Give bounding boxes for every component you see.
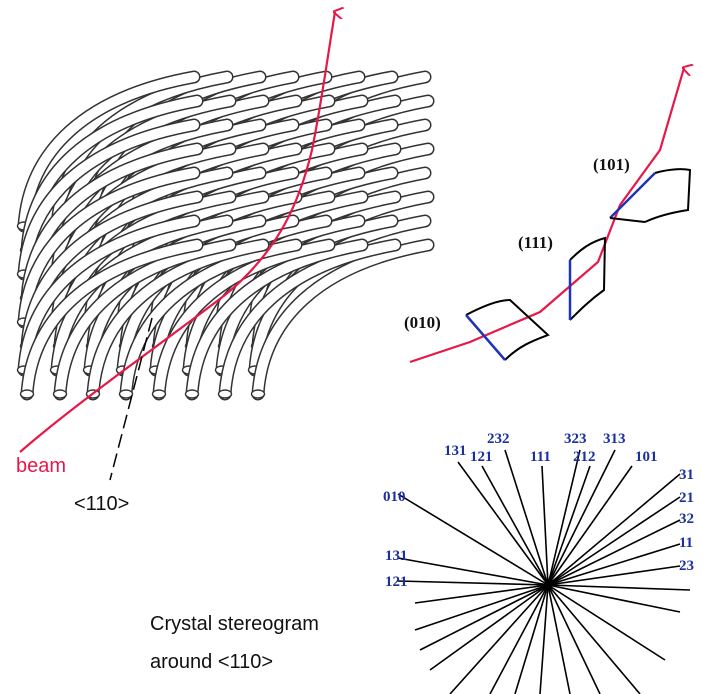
stereo-line	[547, 584, 601, 694]
stereo-label: 010	[383, 489, 406, 505]
stereo-label: 232	[487, 431, 510, 447]
stereo-label: 323	[564, 431, 587, 447]
tube-body	[19, 168, 199, 327]
caption: Crystal stereogram	[150, 613, 319, 635]
tube-body	[88, 240, 268, 399]
stereo-line	[547, 496, 681, 586]
stereo-line	[547, 519, 681, 586]
stereo-line	[547, 584, 691, 591]
stereo-line	[504, 449, 549, 586]
tube-body	[22, 240, 202, 399]
stereo-line	[514, 584, 549, 694]
stereo-line	[547, 465, 633, 586]
plane-diagram	[409, 68, 690, 364]
plane-label: (010)	[404, 313, 441, 332]
stereo-label: 101	[635, 449, 658, 465]
stereo-line	[547, 584, 571, 694]
stereo-line	[547, 584, 681, 613]
tube-body	[19, 120, 199, 279]
stereo-label: 21	[679, 490, 694, 506]
stereo-line	[547, 584, 666, 661]
tube-body	[55, 240, 235, 399]
stereo-line	[489, 584, 549, 694]
stereo-line	[541, 465, 549, 586]
tube-body	[19, 216, 199, 375]
stereo-label: 131	[444, 443, 467, 459]
beam-path	[19, 12, 335, 453]
tube-end	[118, 389, 134, 399]
tube-end	[217, 389, 233, 399]
stereo-line	[547, 584, 641, 694]
tube-end	[19, 389, 35, 399]
stereo-line	[457, 461, 549, 586]
crystal-tubes	[16, 70, 435, 401]
tube-body	[19, 72, 199, 231]
beam-label: beam	[16, 455, 66, 477]
stereo-label: 121	[470, 449, 493, 465]
tube-end	[250, 389, 266, 399]
stereo-line	[419, 584, 549, 651]
stereo-label: 313	[603, 431, 626, 447]
stereogram-lines	[397, 449, 691, 694]
stereo-label: 23	[679, 558, 694, 574]
stereo-line	[429, 584, 549, 671]
stereo-line	[547, 449, 581, 586]
stereo-line	[481, 465, 549, 586]
plane-label: (111)	[518, 233, 553, 252]
stereo-label: 121	[385, 574, 408, 590]
stereo-line	[547, 565, 681, 586]
plane-label: (101)	[593, 155, 630, 174]
stereo-label: 131	[385, 548, 408, 564]
stereo-label: 32	[679, 511, 694, 527]
stereo-label: 111	[530, 449, 551, 465]
caption: around <110>	[150, 651, 273, 673]
stereo-line	[397, 493, 549, 586]
stereo-line	[414, 584, 549, 631]
stereo-label: 11	[679, 535, 693, 551]
tube-body	[154, 240, 334, 399]
tube-body	[220, 240, 400, 399]
stereo-line	[449, 584, 549, 694]
stereo-line	[547, 543, 681, 586]
stereo-line	[547, 473, 681, 586]
axis-label: <110>	[74, 493, 129, 515]
tube-end	[151, 389, 167, 399]
stereo-line	[397, 580, 549, 586]
tube-end	[184, 389, 200, 399]
axis-pointer	[109, 317, 153, 481]
stereo-line	[414, 584, 549, 604]
stereo-line	[397, 557, 549, 586]
stereo-label: 31	[679, 467, 694, 483]
tube-body	[253, 240, 433, 399]
stereo-label: 212	[573, 449, 596, 465]
stereo-line	[539, 584, 549, 694]
stereo-line	[547, 449, 616, 586]
stereo-line	[547, 465, 591, 586]
tube-body	[187, 240, 367, 399]
tube-end	[52, 389, 68, 399]
